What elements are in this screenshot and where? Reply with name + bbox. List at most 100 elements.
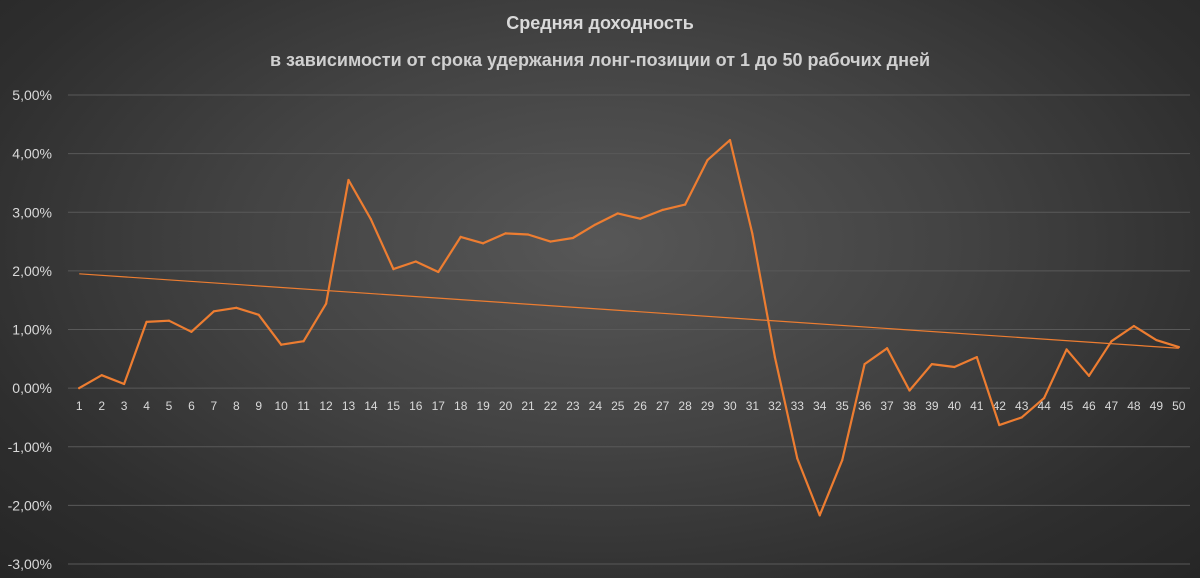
data-point <box>841 459 844 462</box>
x-tick-label: 17 <box>432 399 446 413</box>
data-point <box>1132 324 1135 328</box>
data-point <box>1043 396 1046 400</box>
series-line <box>78 139 1180 517</box>
data-point <box>684 203 687 206</box>
data-point <box>347 178 350 182</box>
x-tick-label: 46 <box>1082 399 1096 413</box>
x-tick-label: 8 <box>233 399 240 413</box>
x-tick-label: 23 <box>566 399 580 413</box>
x-tick-label: 29 <box>701 399 715 413</box>
x-tick-label: 31 <box>746 399 760 413</box>
data-point <box>639 217 642 220</box>
data-point <box>975 355 978 359</box>
x-tick-label: 40 <box>948 399 962 413</box>
y-tick-label: 2,00% <box>12 263 52 279</box>
data-point <box>1087 374 1091 377</box>
x-tick-label: 47 <box>1105 399 1119 413</box>
y-tick-label: 5,00% <box>12 87 52 103</box>
x-axis: 1 2 3 4 5 6 7 8 9 10 11 12 13 14 15 16 17 18 19 20 21 22 23 24 2… <box>76 399 1186 413</box>
x-tick-label: 16 <box>409 399 423 413</box>
gridlines <box>68 94 1190 565</box>
data-point <box>751 232 754 236</box>
data-point <box>661 208 664 212</box>
data-point <box>324 302 328 305</box>
data-point <box>953 365 956 369</box>
y-tick-label: -2,00% <box>8 497 52 513</box>
x-tick-label: 33 <box>791 399 805 413</box>
x-tick-label: 24 <box>589 399 603 413</box>
x-tick-label: 2 <box>98 399 105 413</box>
x-tick-label: 45 <box>1060 399 1074 413</box>
data-point <box>885 347 889 350</box>
data-point <box>796 457 799 460</box>
x-tick-label: 39 <box>925 399 939 413</box>
x-tick-label: 14 <box>364 399 378 413</box>
data-point <box>930 362 934 366</box>
x-tick-label: 21 <box>521 399 535 413</box>
x-tick-label: 10 <box>275 399 289 413</box>
series-layer <box>78 139 1180 517</box>
data-point <box>1177 345 1180 349</box>
data-point <box>1020 416 1023 419</box>
x-tick-label: 18 <box>454 399 468 413</box>
data-point <box>257 313 260 316</box>
x-tick-label: 4 <box>143 399 150 413</box>
y-tick-label: -1,00% <box>8 439 52 455</box>
data-point <box>392 268 395 271</box>
x-tick-label: 12 <box>319 399 333 413</box>
x-tick-label: 7 <box>211 399 218 413</box>
x-tick-label: 44 <box>1037 399 1051 413</box>
trendline-layer <box>79 273 1179 349</box>
data-point <box>190 330 193 333</box>
y-tick-label: 0,00% <box>12 380 52 396</box>
data-point <box>818 514 821 517</box>
data-point <box>728 139 732 142</box>
x-tick-label: 35 <box>836 399 850 413</box>
x-tick-label: 37 <box>880 399 894 413</box>
data-point <box>302 340 305 343</box>
x-tick-label: 41 <box>970 399 984 413</box>
x-tick-label: 26 <box>634 399 648 413</box>
data-point <box>1110 340 1113 343</box>
x-tick-label: 5 <box>166 399 173 413</box>
trendline <box>79 273 1179 349</box>
data-point <box>773 355 776 359</box>
y-tick-label: 4,00% <box>12 146 52 162</box>
x-tick-label: 9 <box>255 399 262 413</box>
data-point <box>1155 338 1158 342</box>
x-tick-label: 30 <box>723 399 737 413</box>
chart-title: Средняя доходность <box>506 13 694 33</box>
y-axis: 5,00% 4,00% 3,00% 2,00% 1,00% 0,00% -1,00% -2,0… <box>8 87 52 572</box>
data-point <box>482 242 485 245</box>
data-point <box>437 270 440 274</box>
x-tick-label: 13 <box>342 399 356 413</box>
data-point <box>549 240 552 243</box>
data-point <box>145 320 148 323</box>
data-point <box>594 223 597 226</box>
data-point <box>123 382 126 386</box>
x-tick-label: 20 <box>499 399 513 413</box>
data-point <box>1065 348 1068 351</box>
data-point <box>863 362 866 366</box>
data-point <box>212 310 215 313</box>
x-tick-label: 34 <box>813 399 827 413</box>
data-point <box>100 374 103 377</box>
data-point <box>459 235 462 238</box>
data-point <box>616 212 619 215</box>
data-point <box>167 319 171 322</box>
x-tick-label: 42 <box>993 399 1007 413</box>
y-tick-label: -3,00% <box>8 556 52 572</box>
x-tick-label: 1 <box>76 399 83 413</box>
data-point <box>235 306 238 309</box>
data-point <box>908 389 911 392</box>
x-tick-label: 48 <box>1127 399 1141 413</box>
x-tick-label: 19 <box>476 399 490 413</box>
data-point <box>78 387 81 390</box>
data-point <box>280 343 283 346</box>
x-tick-label: 3 <box>121 399 128 413</box>
x-tick-label: 22 <box>544 399 558 413</box>
data-point <box>369 218 373 221</box>
x-tick-label: 11 <box>297 399 310 413</box>
